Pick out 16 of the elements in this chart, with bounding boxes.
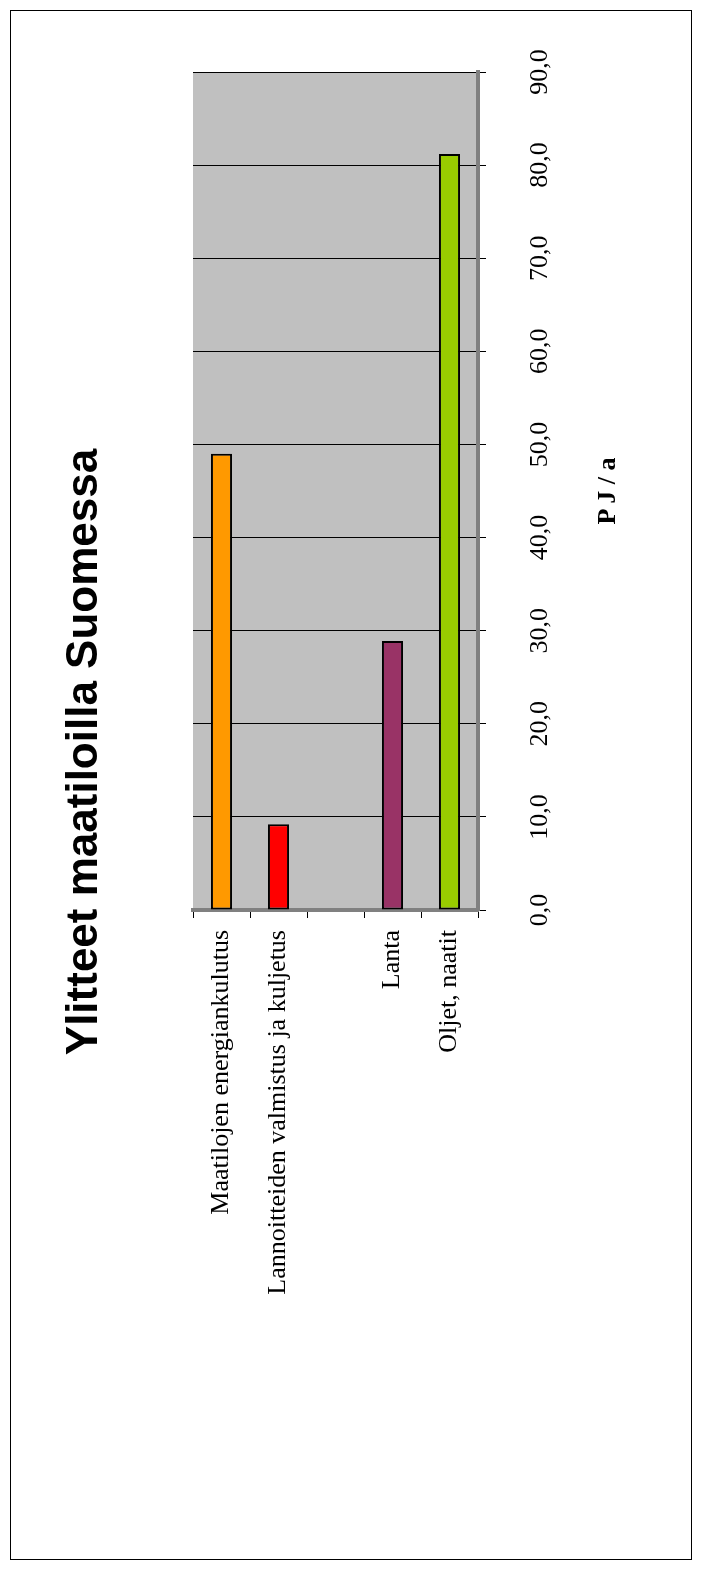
y-tick-label: 0,0 <box>523 893 553 927</box>
y-tick-label: 40,0 <box>523 514 553 561</box>
x-tick-label: Lanta <box>376 929 406 990</box>
y-axis-title: P J / a <box>591 457 621 525</box>
x-tick-label: Maatilojen energiankulutus <box>205 930 235 1215</box>
y-tick-label: 50,0 <box>523 421 553 468</box>
x-tick-label: Lannoitteiden valmistus ja kuljetus <box>262 930 292 1295</box>
y-tick-label: 10,0 <box>523 794 553 840</box>
y-tick-label: 80,0 <box>523 142 553 188</box>
y-tick-label: 20,0 <box>523 701 553 747</box>
text: Ylitteet maatiloilla Suomessa <box>57 448 107 1056</box>
y-tick-label: 70,0 <box>523 235 553 281</box>
y-tick-label: 60,0 <box>523 328 553 375</box>
y-tick-label: 30,0 <box>523 607 553 654</box>
x-tick-label: Oljet, naatit <box>433 929 463 1053</box>
y-tick-label: 90,0 <box>523 49 553 95</box>
